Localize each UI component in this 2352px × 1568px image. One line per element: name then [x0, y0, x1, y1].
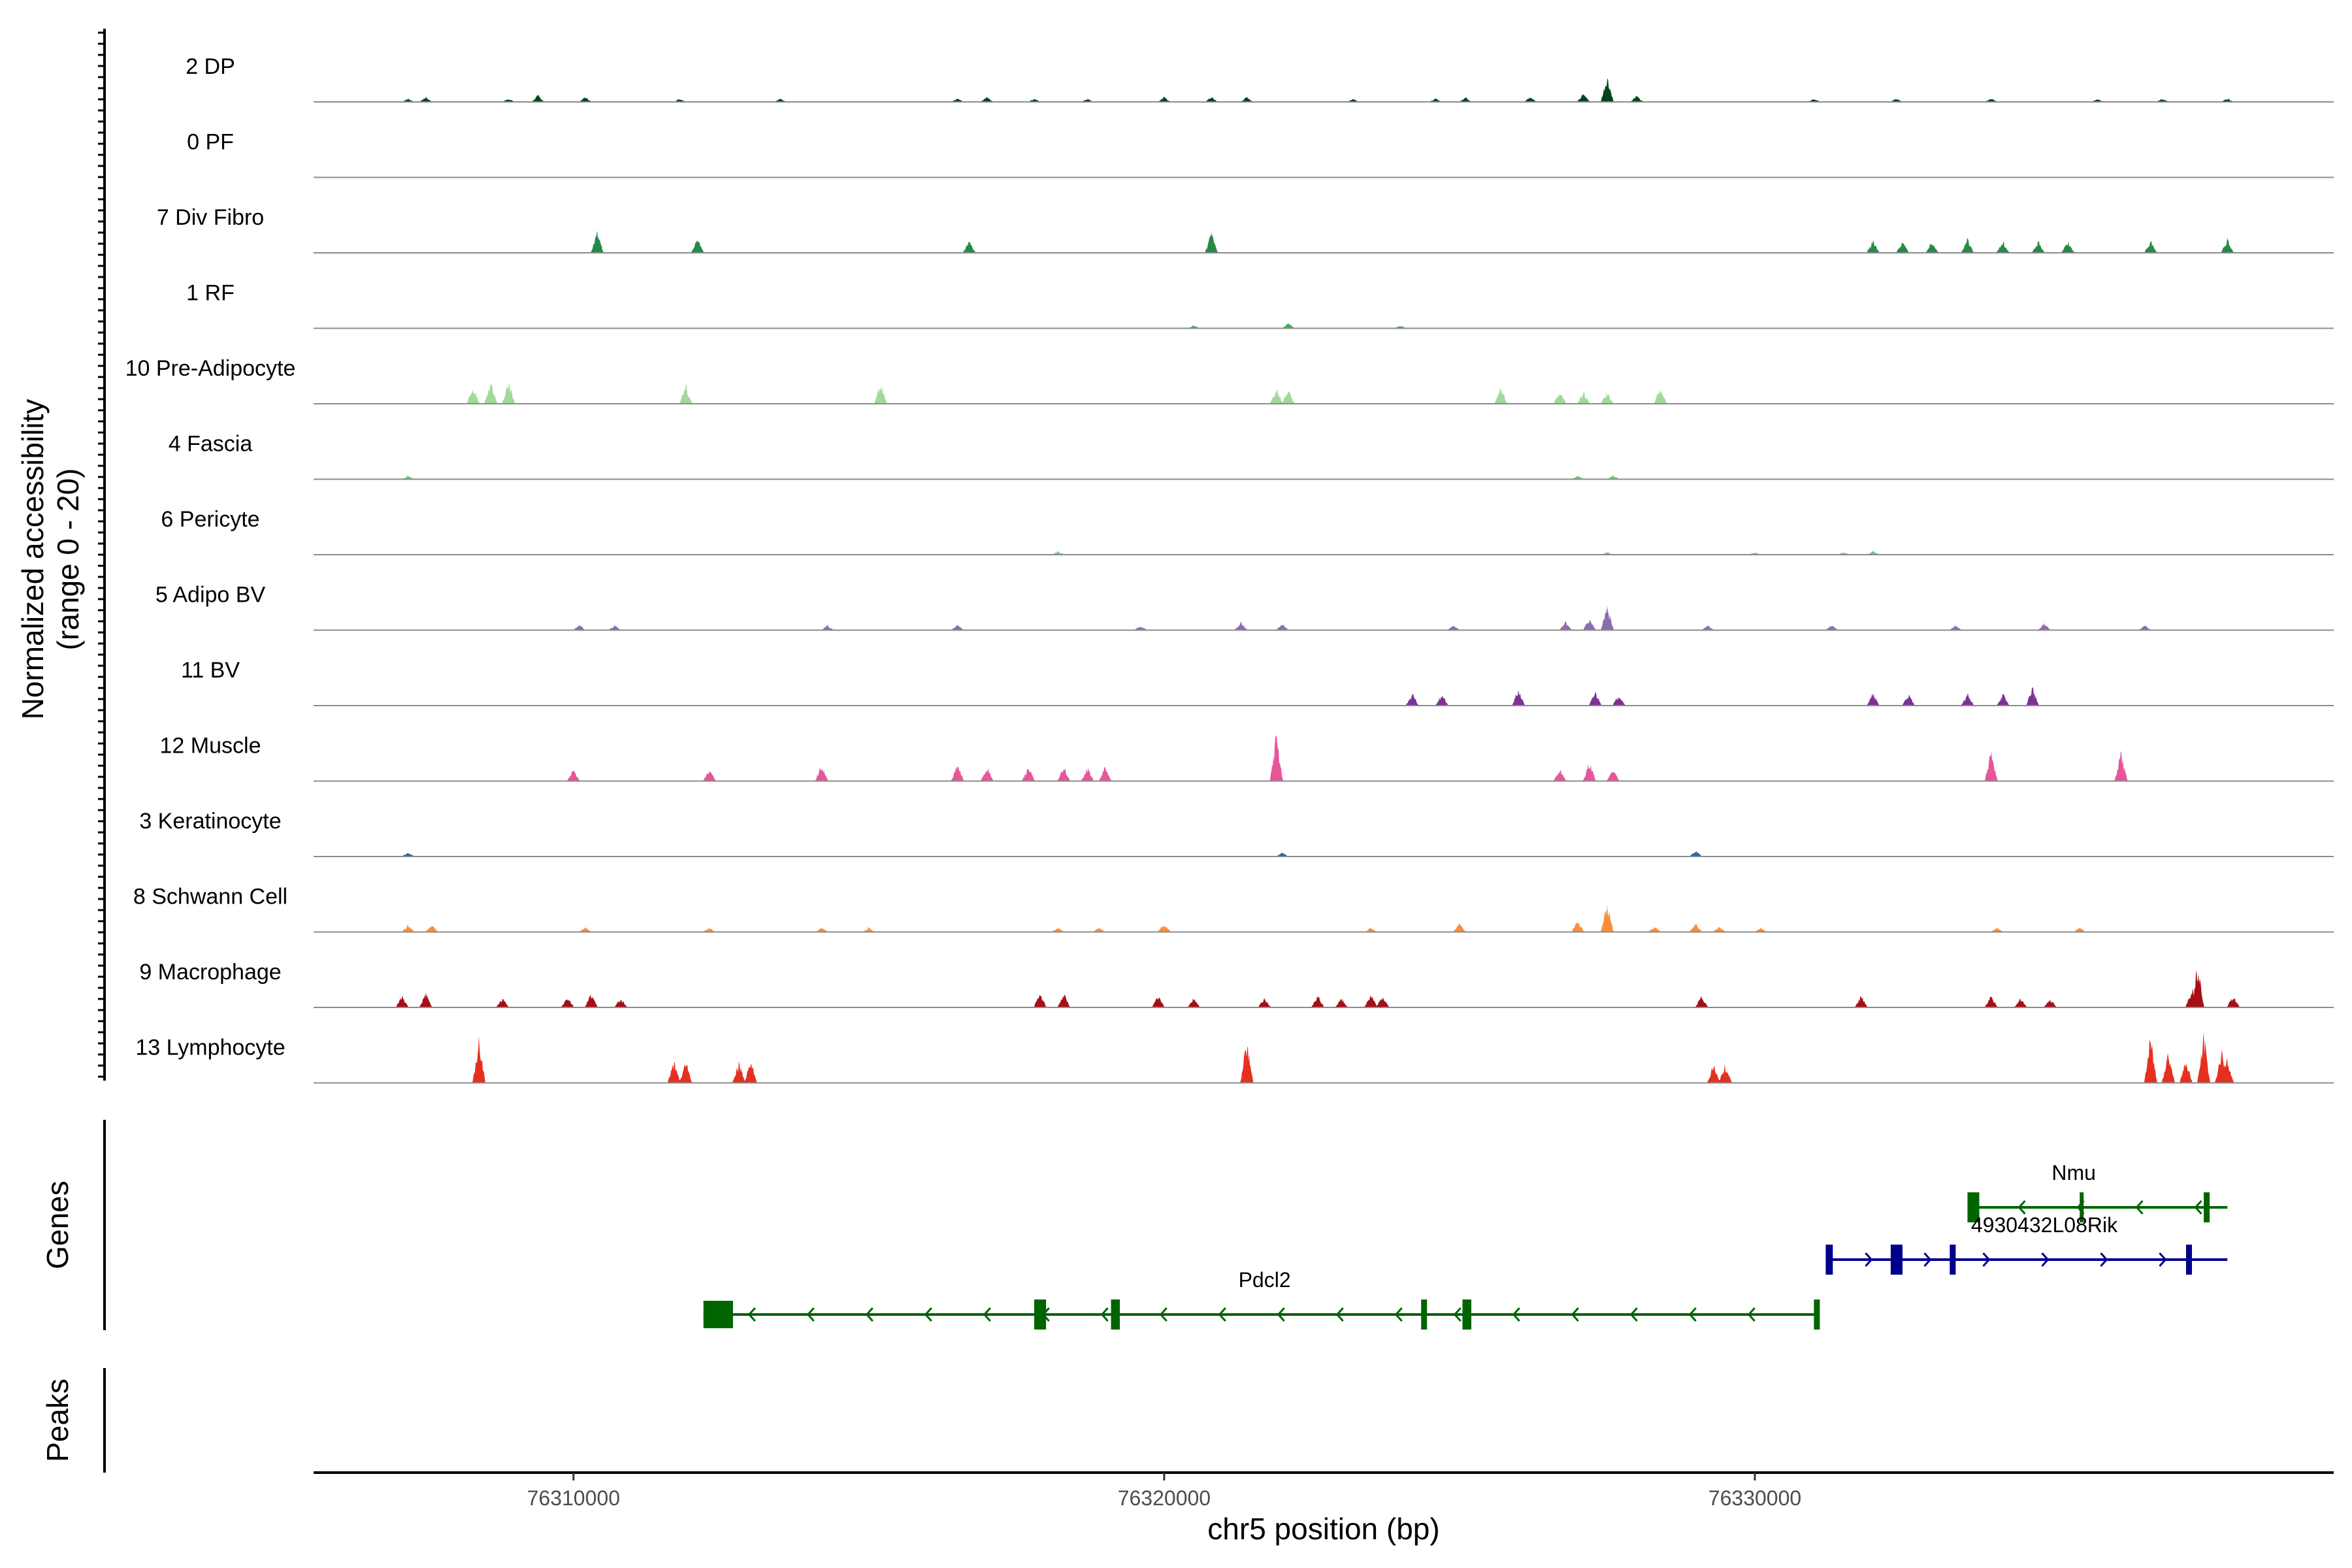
strand-arrow — [1747, 1307, 1756, 1322]
strand-arrow — [1394, 1307, 1403, 1322]
track-5-adipo-bv: 5 Adipo BV — [155, 583, 2334, 631]
track-13-lymphocyte: 13 Lymphocyte — [135, 1032, 2334, 1084]
track-0-pf: 0 PF — [187, 130, 2334, 178]
genes-panel-title: Genes — [41, 1181, 74, 1269]
track-label: 7 Div Fibro — [157, 205, 264, 230]
gene-nmu: Nmu — [1967, 1161, 2228, 1222]
track-label: 8 Schwann Cell — [133, 885, 287, 909]
strand-arrow — [865, 1307, 874, 1322]
strand-arrow — [924, 1307, 932, 1322]
exon — [703, 1301, 733, 1328]
exon — [1967, 1192, 1980, 1222]
exon — [1034, 1299, 1047, 1330]
track-label: 11 BV — [181, 658, 240, 683]
track-2-dp: 2 DP — [186, 54, 2334, 103]
coverage-area — [314, 382, 2334, 404]
x-tick-label: 76310000 — [527, 1486, 620, 1510]
track-8-schwann-cell: 8 Schwann Cell — [133, 885, 2334, 933]
strand-arrow — [1277, 1307, 1285, 1322]
y-axis-title-line1: Normalized accessibility — [16, 399, 50, 720]
exon — [1890, 1245, 1903, 1275]
coverage-area — [314, 606, 2334, 630]
coverage-area — [314, 323, 2334, 329]
track-label: 13 Lymphocyte — [135, 1036, 285, 1060]
track-11-bv: 11 BV — [181, 658, 2334, 706]
track-label: 9 Macrophage — [139, 960, 281, 985]
exon — [1111, 1299, 1120, 1330]
track-1-rf: 1 RF — [186, 281, 2334, 329]
exon — [2080, 1192, 2084, 1222]
coverage-area — [314, 230, 2334, 253]
coverage-area — [314, 78, 2334, 102]
strand-arrow — [1571, 1307, 1579, 1322]
strand-arrow — [1688, 1307, 1697, 1322]
strand-arrow — [1159, 1307, 1168, 1322]
exon — [1825, 1245, 1833, 1275]
coverage-area — [314, 735, 2334, 781]
peaks-panel-title: Peaks — [41, 1379, 74, 1462]
track-4-fascia: 4 Fascia — [169, 432, 2334, 480]
y-axis-title-line2: (range 0 - 20) — [51, 468, 85, 651]
gene-pdcl2: Pdcl2 — [703, 1268, 1820, 1330]
track-12-muscle: 12 Muscle — [160, 734, 2334, 782]
strand-arrow — [2100, 1252, 2108, 1267]
exon — [1462, 1299, 1472, 1330]
strand-arrow — [1453, 1307, 1462, 1322]
exon — [1421, 1299, 1428, 1330]
strand-arrow — [1865, 1252, 1873, 1267]
y-axis — [98, 29, 106, 1081]
gene-label: 4930432L08Rik — [1971, 1213, 2118, 1237]
exon — [2204, 1192, 2210, 1222]
coverage-area — [314, 904, 2334, 932]
x-axis-title: chr5 position (bp) — [1207, 1512, 1439, 1546]
strand-arrow — [983, 1307, 991, 1322]
x-axis: 76310000 76320000 76330000 — [527, 1473, 1801, 1510]
track-label: 4 Fascia — [169, 432, 253, 457]
track-label: 5 Adipo BV — [155, 583, 266, 608]
coverage-area — [314, 970, 2334, 1007]
strand-arrow — [1512, 1307, 1520, 1322]
strand-arrow — [1982, 1252, 1991, 1267]
strand-arrow — [1218, 1307, 1226, 1322]
coverage-area — [314, 851, 2334, 857]
strand-arrow — [806, 1307, 815, 1322]
exon — [2185, 1245, 2193, 1275]
strand-arrow — [1629, 1307, 1638, 1322]
strand-arrow — [2194, 1200, 2202, 1215]
coverage-area — [314, 1032, 2334, 1083]
strand-arrow — [2041, 1252, 2050, 1267]
exon — [1950, 1245, 1956, 1275]
x-tick-label: 76320000 — [1118, 1486, 1211, 1510]
track-label: 10 Pre-Adipocyte — [125, 356, 296, 381]
track-label: 0 PF — [187, 130, 234, 155]
coverage-tracks: 2 DP 0 PF 7 Div Fibro 1 RF 10 Pre-Adipocyte 4… — [125, 54, 2334, 1084]
track-7-div-fibro: 7 Div Fibro — [157, 205, 2334, 253]
track-3-keratinocyte: 3 Keratinocyte — [139, 809, 2334, 857]
track-label: 6 Pericyte — [161, 507, 259, 532]
gene-label: Nmu — [2051, 1161, 2096, 1184]
gene-4930432l08rik: 4930432L08Rik — [1825, 1213, 2228, 1275]
strand-arrow — [2135, 1200, 2144, 1215]
strand-arrow — [2017, 1200, 2026, 1215]
track-label: 12 Muscle — [160, 734, 261, 759]
x-tick-label: 76330000 — [1708, 1486, 1801, 1510]
track-10-pre-adipocyte: 10 Pre-Adipocyte — [125, 356, 2334, 404]
track-label: 2 DP — [186, 54, 235, 79]
gene-label: Pdcl2 — [1239, 1268, 1291, 1292]
gene-annotations: Nmu 4930432L08Rik Pdcl2 — [703, 1161, 2228, 1330]
track-6-pericyte: 6 Pericyte — [161, 507, 2334, 555]
strand-arrow — [1923, 1252, 1932, 1267]
strand-arrow — [1335, 1307, 1344, 1322]
strand-arrow — [2159, 1252, 2167, 1267]
track-9-macrophage: 9 Macrophage — [139, 960, 2334, 1008]
track-label: 1 RF — [186, 281, 235, 306]
strand-arrow — [1100, 1307, 1109, 1322]
coverage-area — [314, 687, 2334, 706]
exon — [1814, 1299, 1820, 1330]
track-label: 3 Keratinocyte — [139, 809, 281, 834]
strand-arrow — [747, 1307, 756, 1322]
